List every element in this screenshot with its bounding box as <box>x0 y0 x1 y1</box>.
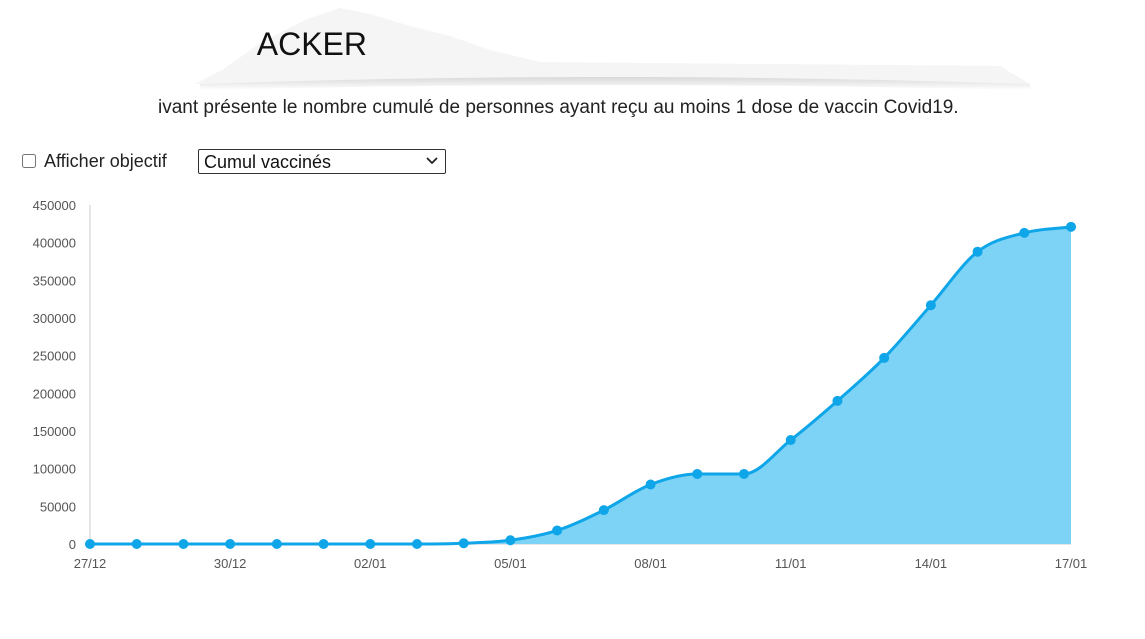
header-banner <box>195 8 1030 90</box>
data-point <box>739 468 749 479</box>
series-area <box>90 226 1071 544</box>
x-tick-label: 17/01 <box>1055 556 1088 571</box>
x-tick-label: 30/12 <box>214 556 247 571</box>
chart-description-text: Le graphique suivant présente le nombre … <box>158 97 959 118</box>
data-point <box>645 479 656 490</box>
metric-select[interactable]: Cumul vaccinés <box>198 149 446 174</box>
data-point <box>972 246 983 257</box>
header-banner-shadow <box>200 77 1030 90</box>
data-point <box>832 395 843 406</box>
data-point <box>1019 227 1030 238</box>
data-point <box>318 539 329 549</box>
x-tick-label: 02/01 <box>354 556 387 571</box>
y-tick-label: 50000 <box>40 499 76 514</box>
y-tick-label: 400000 <box>33 236 76 251</box>
x-tick-label: 11/01 <box>775 556 807 571</box>
y-tick-label: 350000 <box>33 273 76 288</box>
data-point <box>692 468 703 479</box>
x-tick-label: 08/01 <box>634 556 667 571</box>
chevron-down-icon <box>426 157 438 164</box>
data-point <box>1066 221 1076 232</box>
x-tick-label: 14/01 <box>915 556 948 571</box>
metric-select-value: Cumul vaccinés <box>204 152 332 172</box>
objective-label: Afficher objectif <box>44 151 167 171</box>
page-title-text: ACKER <box>256 26 367 62</box>
y-tick-label: 0 <box>69 537 76 552</box>
x-tick-label: 05/01 <box>494 556 527 571</box>
page-title: ACKER <box>150 22 367 66</box>
y-tick-label: 200000 <box>33 386 76 401</box>
data-point <box>458 538 469 549</box>
series-line <box>90 225 1072 546</box>
data-point <box>785 435 796 446</box>
data-point <box>598 505 609 516</box>
y-tick-label: 100000 <box>33 462 76 477</box>
y-tick-label: 300000 <box>33 311 76 326</box>
data-point <box>925 300 936 311</box>
data-point <box>85 539 95 549</box>
y-tick-label: 450000 <box>33 198 76 213</box>
data-point <box>225 539 236 549</box>
chart-description: Le graphique suivant présente le nombre … <box>158 96 1058 120</box>
header-banner-background <box>195 8 1030 84</box>
data-point <box>552 525 563 536</box>
x-tick-label: 27/12 <box>74 556 107 571</box>
data-point <box>412 539 422 549</box>
y-tick-label: 150000 <box>33 424 76 439</box>
data-point <box>365 539 376 549</box>
data-point <box>271 539 282 549</box>
y-tick-label: 250000 <box>33 349 76 364</box>
data-point <box>131 539 142 549</box>
data-point <box>879 352 890 363</box>
data-point <box>505 535 516 546</box>
data-point <box>178 539 189 549</box>
objective-checkbox[interactable] <box>22 154 36 168</box>
